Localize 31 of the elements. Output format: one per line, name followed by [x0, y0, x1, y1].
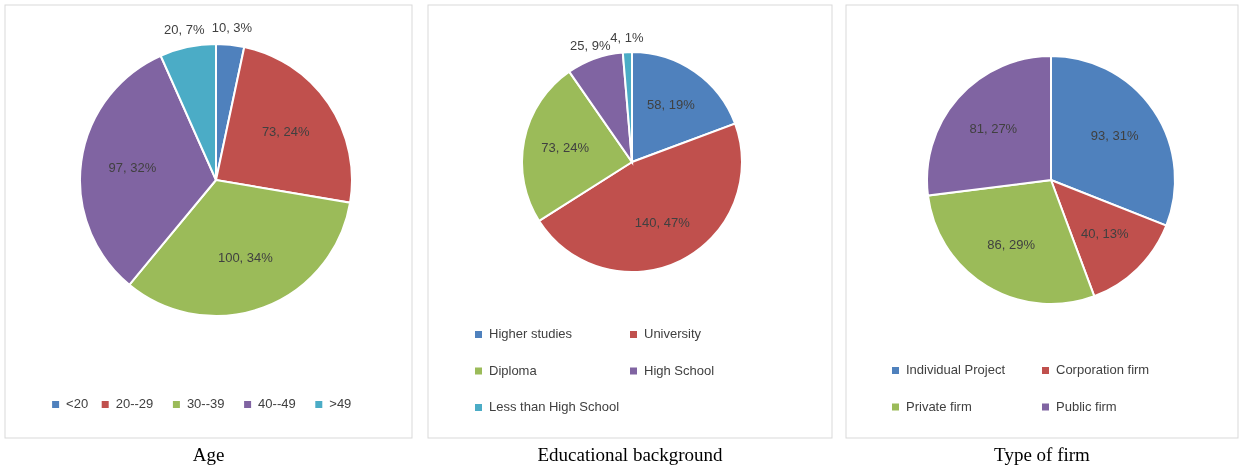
data-label: 97, 32%	[108, 159, 157, 175]
legend-label: Corporation firm	[1056, 362, 1150, 378]
data-label: 81, 27%	[969, 120, 1018, 136]
data-label: 93, 31%	[1090, 128, 1139, 144]
data-label: 10, 3%	[211, 19, 253, 35]
legend-label: Diploma	[489, 362, 538, 378]
legend-label: <20	[66, 396, 89, 412]
text: Age	[192, 444, 225, 466]
data-label: 73, 24%	[261, 124, 311, 140]
legend-label: Higher studies	[489, 326, 573, 342]
data-label: 73, 24%	[541, 139, 590, 155]
legend-label: Private firm	[906, 398, 972, 414]
data-label: 58, 19%	[647, 97, 696, 113]
legend-label: University	[644, 326, 702, 342]
legend-label: >49	[329, 396, 352, 412]
legend-label: 40--49	[258, 396, 296, 412]
legend-label: Public firm	[1056, 398, 1117, 414]
data-label: 20, 7%	[164, 22, 205, 38]
legend-label: 30--39	[186, 396, 225, 412]
data-label: 25, 9%	[570, 37, 611, 53]
legend-label: High School	[644, 362, 715, 378]
legend-label: 20--29	[115, 396, 154, 412]
data-label: 86, 29%	[987, 237, 1036, 253]
text: Educational background	[537, 444, 724, 466]
text: Type of firm	[994, 444, 1091, 466]
data-label: 40, 13%	[1080, 226, 1130, 242]
data-label: 4, 1%	[610, 30, 644, 46]
legend-label: Individual Project	[906, 362, 1006, 378]
legend-label: Less than High School	[489, 399, 620, 415]
data-label: 140, 47%	[634, 214, 691, 230]
data-label: 100, 34%	[217, 250, 274, 266]
